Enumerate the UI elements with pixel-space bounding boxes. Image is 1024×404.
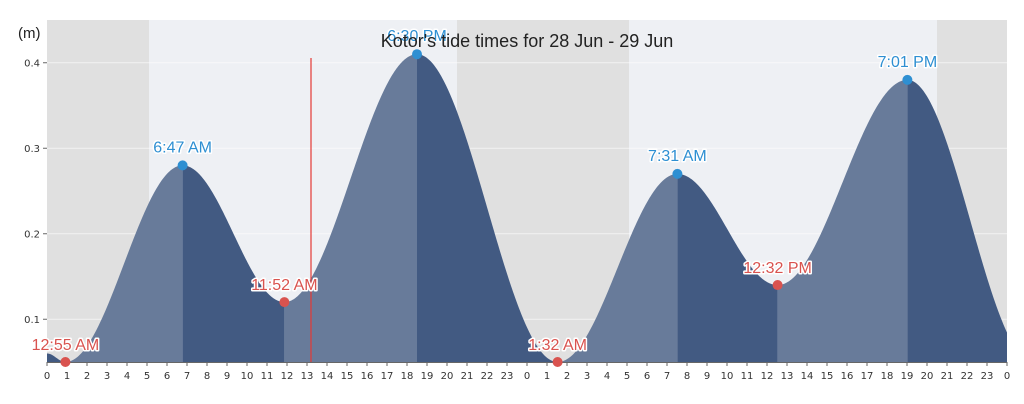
high-tide-label: 6:47 AM <box>153 139 212 156</box>
x-tick-label: 18 <box>401 371 414 382</box>
high-tide-label: 7:01 PM <box>878 54 938 71</box>
falling-tide-segment <box>47 353 66 362</box>
low-tide-label: 12:32 PM <box>743 260 811 277</box>
x-tick-label: 9 <box>224 371 230 382</box>
x-tick-label: 4 <box>604 371 610 382</box>
x-tick-label: 3 <box>584 371 590 382</box>
rising-tide-segment <box>777 79 908 362</box>
x-tick-label: 4 <box>124 371 130 382</box>
low-tide-label: 11:52 AM <box>251 277 317 294</box>
x-tick-label: 22 <box>961 371 974 382</box>
rising-tide-segment <box>557 173 678 362</box>
x-tick-label: 0 <box>524 371 530 382</box>
axes: 0 1 2 3 4 5 6 7 8 9 10 11 12 13 14 15 16 17 18 19 20 21 22 23 0 1… <box>24 58 1010 382</box>
x-tick-label: 2 <box>84 371 90 382</box>
x-tick-label: 0 <box>1004 371 1010 382</box>
x-tick-label: 23 <box>981 371 994 382</box>
y-tick-label: 0.1 <box>24 315 40 326</box>
low-tide-point <box>772 280 783 291</box>
rising-tide-segment <box>65 165 183 362</box>
x-tick-label: 2 <box>564 371 570 382</box>
x-tick-label: 5 <box>624 371 630 382</box>
x-tick-label: 1 <box>64 371 70 382</box>
x-tick-label: 13 <box>781 371 794 382</box>
x-tick-label: 7 <box>184 371 190 382</box>
low-tide-point <box>60 357 71 367</box>
high-tide-point <box>902 74 913 85</box>
low-tide-label: 1:32 AM <box>528 337 587 354</box>
x-tick-label: 12 <box>761 371 774 382</box>
high-tide-point <box>177 160 188 171</box>
y-tick-label: 0.4 <box>24 58 40 69</box>
x-tick-label: 16 <box>361 371 374 382</box>
x-tick-label: 3 <box>104 371 110 382</box>
low-tide-point <box>552 357 563 367</box>
low-tide-point <box>279 297 290 308</box>
x-tick-label: 8 <box>684 371 690 382</box>
x-tick-label: 6 <box>644 371 650 382</box>
chart-title: Kotor's tide times for 28 Jun - 29 Jun <box>381 31 674 51</box>
x-tick-label: 22 <box>481 371 494 382</box>
y-tick-label: 0.3 <box>24 144 40 155</box>
tide-area <box>47 54 1007 362</box>
x-tick-label: 19 <box>901 371 914 382</box>
x-tick-label: 23 <box>501 371 514 382</box>
x-tick-label: 10 <box>721 371 734 382</box>
x-tick-label: 19 <box>421 371 434 382</box>
extreme-points: 12:55 AM 6:47 AM 11:52 AM 6:30 PM 1:32 AM 7:3… <box>30 27 939 367</box>
falling-tide-segment <box>677 173 778 362</box>
x-tick-label: 10 <box>241 371 254 382</box>
rising-tide-segment <box>284 54 417 362</box>
high-tide-point <box>412 49 422 60</box>
x-tick-label: 13 <box>301 371 314 382</box>
x-tick-label: 21 <box>461 371 474 382</box>
x-tick-label: 7 <box>664 371 670 382</box>
x-tick-label: 11 <box>741 371 754 382</box>
x-tick-label: 11 <box>261 371 274 382</box>
x-tick-label: 9 <box>704 371 710 382</box>
x-tick-label: 21 <box>941 371 954 382</box>
y-tick-label: 0.2 <box>24 229 40 240</box>
y-axis-unit: (m) <box>18 25 41 42</box>
falling-tide-segment <box>182 165 285 362</box>
high-tide-label: 7:31 AM <box>648 148 707 165</box>
high-tide-point <box>672 168 683 179</box>
x-tick-label: 17 <box>861 371 874 382</box>
x-tick-label: 0 <box>44 371 50 382</box>
x-tick-label: 14 <box>801 371 814 382</box>
falling-tide-segment <box>417 54 558 362</box>
x-tick-label: 1 <box>544 371 550 382</box>
x-tick-label: 15 <box>821 371 834 382</box>
x-tick-label: 6 <box>164 371 170 382</box>
x-tick-label: 8 <box>204 371 210 382</box>
x-tick-label: 20 <box>921 371 934 382</box>
x-tick-label: 17 <box>381 371 394 382</box>
high-tide-label: 6:30 PM <box>387 28 447 45</box>
x-tick-label: 20 <box>441 371 454 382</box>
low-tide-label: 12:55 AM <box>32 337 100 354</box>
x-tick-label: 14 <box>321 371 334 382</box>
x-tick-label: 18 <box>881 371 894 382</box>
x-tick-label: 5 <box>144 371 150 382</box>
x-tick-label: 16 <box>841 371 854 382</box>
x-tick-label: 12 <box>281 371 294 382</box>
x-tick-label: 15 <box>341 371 354 382</box>
falling-tide-segment <box>907 79 1007 362</box>
